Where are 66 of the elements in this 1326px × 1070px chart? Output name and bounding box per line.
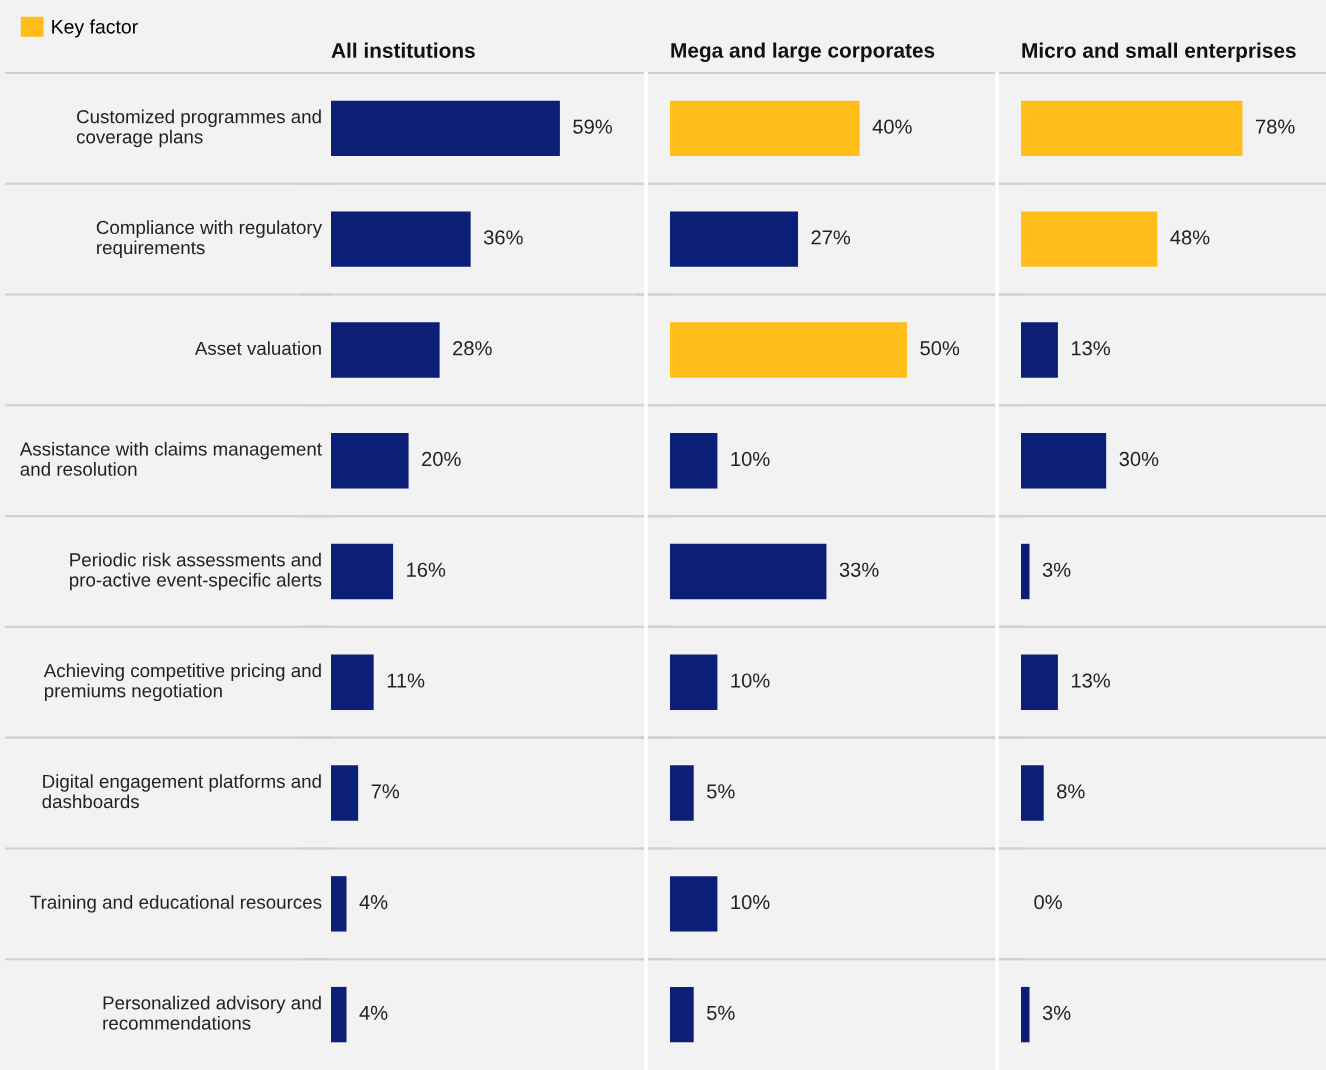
y-tick-label: Asset valuation xyxy=(194,341,321,355)
y-tick-label: Training and educational resources xyxy=(30,895,322,913)
chart-title: All institutions xyxy=(331,42,475,58)
bar xyxy=(670,765,694,821)
bar xyxy=(1021,322,1058,378)
bar xyxy=(1021,100,1243,157)
y-tick-label: Digital engagement platforms and dashboards xyxy=(42,774,321,809)
bar xyxy=(331,100,560,157)
chart-title: Mega and large corporates xyxy=(671,42,935,62)
y-tick-label: Personalized advisory and recommendations xyxy=(103,995,321,1030)
bar xyxy=(331,322,440,378)
data-label: 0% xyxy=(1034,894,1062,910)
bar xyxy=(670,433,718,489)
y-tick-label: Compliance with regulatory requirements xyxy=(96,220,322,258)
data-label: 27% xyxy=(811,230,851,245)
bar xyxy=(331,211,471,267)
bar xyxy=(670,100,860,157)
data-label: 33% xyxy=(839,562,879,577)
bar xyxy=(331,765,359,821)
data-label: 3% xyxy=(1042,562,1071,577)
legend-label: Key factor xyxy=(52,19,138,38)
data-label: 59% xyxy=(573,119,612,134)
bar xyxy=(331,876,347,932)
data-label: 11% xyxy=(387,673,425,688)
data-label: 48% xyxy=(1170,230,1210,245)
data-label: 3% xyxy=(1042,1005,1071,1021)
y-tick-label: Customized programmes and coverage plans xyxy=(76,109,321,148)
bar xyxy=(670,654,718,710)
data-label: 16% xyxy=(407,562,446,577)
bar xyxy=(670,211,798,267)
data-label: 78% xyxy=(1256,119,1295,134)
data-label: 5% xyxy=(707,784,735,799)
data-label: 8% xyxy=(1057,784,1085,799)
bar xyxy=(1021,986,1030,1043)
bar xyxy=(1021,543,1030,600)
bar xyxy=(670,876,718,932)
bar xyxy=(670,986,694,1043)
bar xyxy=(1021,654,1058,710)
bar xyxy=(331,654,374,710)
data-label: 30% xyxy=(1119,451,1159,467)
data-label: 13% xyxy=(1071,673,1110,688)
y-tick-label: Periodic risk assessments and pro-active event-specific alerts xyxy=(70,552,322,591)
data-label: 10% xyxy=(731,451,770,467)
bar xyxy=(331,986,347,1043)
bar xyxy=(1021,433,1107,489)
data-label: 4% xyxy=(359,1005,388,1020)
bar xyxy=(1021,211,1158,267)
bar xyxy=(1021,765,1044,821)
y-tick-label: Achieving competitive pricing and premiums negotiation xyxy=(43,663,321,702)
data-label: 10% xyxy=(731,673,770,688)
bar xyxy=(670,543,827,600)
bar xyxy=(331,543,394,600)
chart-title: Micro and small enterprises xyxy=(1022,42,1296,62)
data-label: 50% xyxy=(920,341,960,356)
data-label: 36% xyxy=(483,230,523,245)
data-label: 40% xyxy=(872,119,912,134)
data-label: 4% xyxy=(359,895,388,910)
data-label: 7% xyxy=(371,784,400,799)
data-label: 5% xyxy=(707,1005,735,1021)
data-label: 28% xyxy=(453,341,492,356)
data-label: 13% xyxy=(1071,341,1110,356)
data-label: 10% xyxy=(731,894,770,910)
y-tick-label: Assistance with claims management and resolution xyxy=(19,441,322,476)
bar xyxy=(331,433,409,489)
data-label: 20% xyxy=(422,451,461,467)
bar xyxy=(670,322,908,378)
